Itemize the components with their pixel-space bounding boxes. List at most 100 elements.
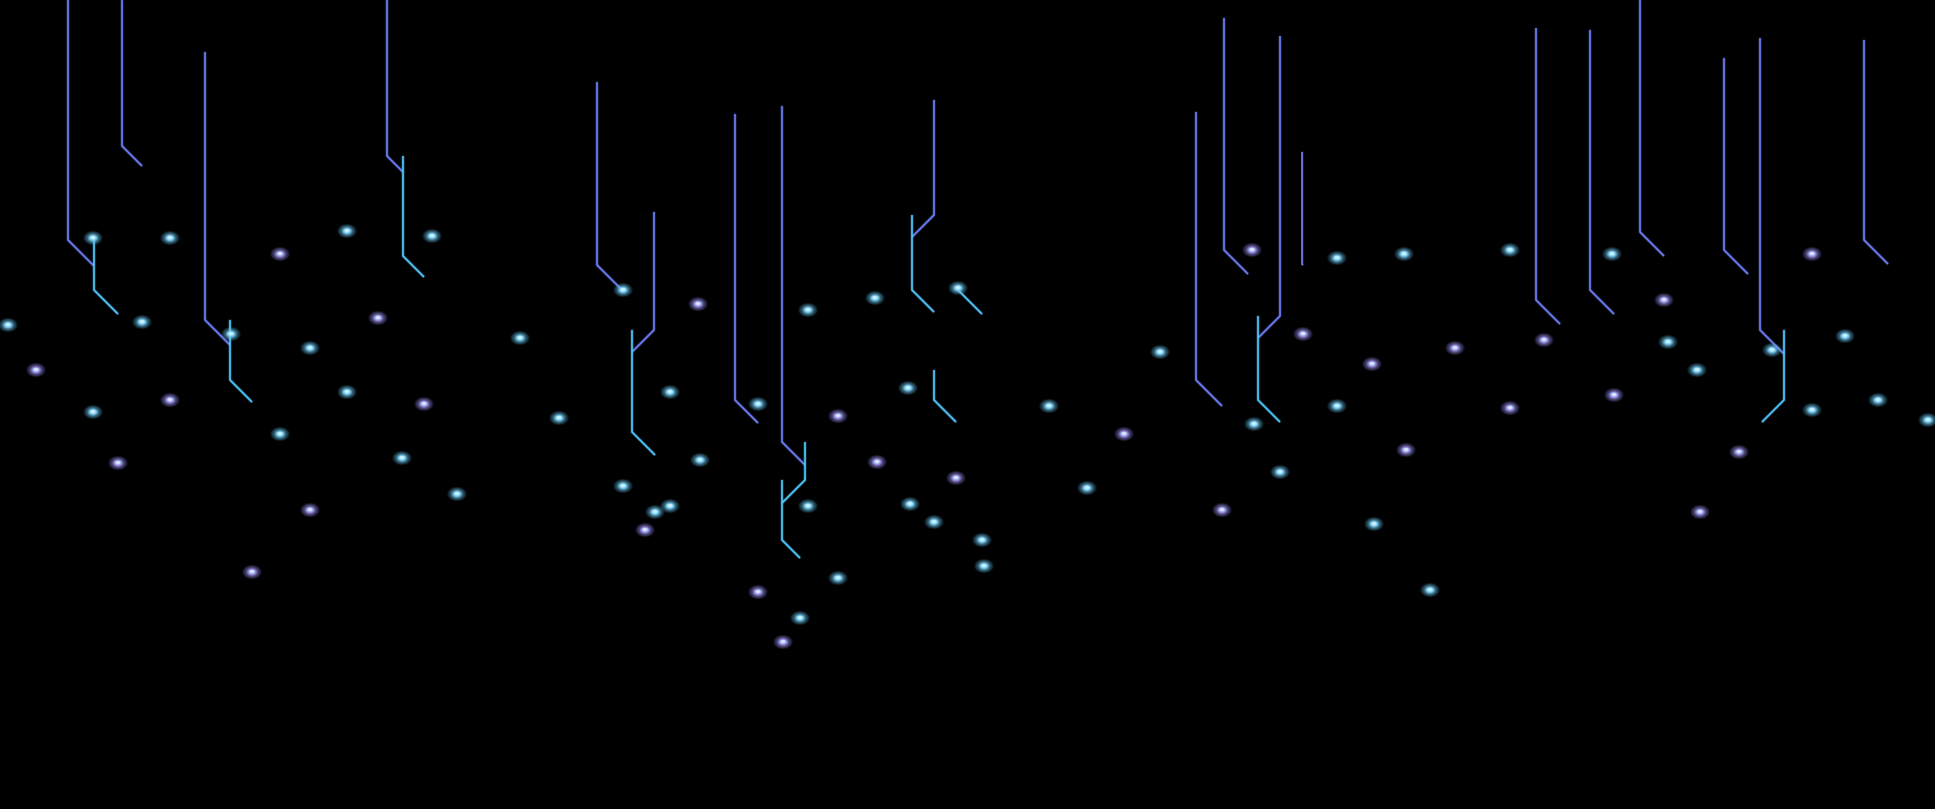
circuit-trace xyxy=(93,240,119,315)
trace-node-core xyxy=(556,415,562,420)
trace-node-core xyxy=(249,569,255,574)
trace-node-core xyxy=(874,459,880,464)
trace-node-core xyxy=(1300,331,1306,336)
trace-node-core xyxy=(307,507,313,512)
circuit-trace xyxy=(386,0,404,173)
trace-node-core xyxy=(1769,347,1775,352)
trace-node-core xyxy=(907,501,913,506)
trace-node-core xyxy=(1251,421,1257,426)
trace-node-core xyxy=(905,385,911,390)
circuit-trace xyxy=(911,215,935,313)
trace-node-core xyxy=(90,235,96,240)
trace-node-core xyxy=(1611,392,1617,397)
trace-node-core xyxy=(277,251,283,256)
trace-node-core xyxy=(805,503,811,508)
trace-node-core xyxy=(1401,251,1407,256)
trace-node-core xyxy=(228,331,234,336)
trace-node-core xyxy=(454,491,460,496)
trace-node-core xyxy=(931,519,937,524)
trace-node-core xyxy=(399,455,405,460)
trace-node-core xyxy=(1219,507,1225,512)
trace-node-core xyxy=(780,639,786,644)
trace-node-core xyxy=(835,413,841,418)
trace-node-core xyxy=(1369,361,1375,366)
trace-node-core xyxy=(642,527,648,532)
trace-node-core xyxy=(1661,297,1667,302)
trace-node-core xyxy=(755,589,761,594)
trace-node-core xyxy=(517,335,523,340)
trace-node-core xyxy=(344,389,350,394)
trace-node-core xyxy=(1046,403,1052,408)
trace-node-core xyxy=(872,295,878,300)
trace-node-core xyxy=(1809,251,1815,256)
trace-node-core xyxy=(835,575,841,580)
trace-node-core xyxy=(5,322,11,327)
trace-node-core xyxy=(344,228,350,233)
circuit-trace xyxy=(121,0,143,167)
trace-node-core xyxy=(1541,337,1547,342)
circuit-trace xyxy=(1863,40,1889,265)
trace-node-core xyxy=(620,483,626,488)
trace-node-core xyxy=(1084,485,1090,490)
circuit-trace xyxy=(933,370,957,423)
circuit-trace xyxy=(67,0,95,267)
trace-node-core xyxy=(421,401,427,406)
trace-node-core xyxy=(167,397,173,402)
trace-node-core xyxy=(953,475,959,480)
trace-node-core xyxy=(90,409,96,414)
trace-node-core xyxy=(1507,247,1513,252)
circuit-trace xyxy=(1257,316,1281,423)
circuit-trace xyxy=(596,82,624,292)
trace-node-core xyxy=(1694,367,1700,372)
circuit-trace xyxy=(1723,58,1749,275)
trace-node-core xyxy=(1371,521,1377,526)
trace-node-core xyxy=(33,367,39,372)
circuit-trace xyxy=(781,106,806,466)
trace-node-core xyxy=(667,389,673,394)
circuit-trace xyxy=(402,156,425,278)
circuit-trace xyxy=(1589,30,1615,315)
trace-node-core xyxy=(1403,447,1409,452)
circuit-trace xyxy=(781,480,801,559)
circuit-trace xyxy=(781,442,806,504)
trace-node-core xyxy=(652,509,658,514)
trace-node-core xyxy=(277,431,283,436)
trace-node-core xyxy=(1609,251,1615,256)
trace-node-core xyxy=(167,235,173,240)
circuit-trace xyxy=(734,114,759,424)
trace-node-core xyxy=(139,319,145,324)
trace-node-core xyxy=(1842,333,1848,338)
trace-node-core xyxy=(1427,587,1433,592)
node-layer xyxy=(0,223,1935,650)
trace-node-core xyxy=(375,315,381,320)
trace-node-core xyxy=(1121,431,1127,436)
trace-node-core xyxy=(667,503,673,508)
trace-node-core xyxy=(1334,403,1340,408)
circuit-trace xyxy=(1639,0,1665,257)
circuit-trace xyxy=(631,330,656,456)
circuit-trace xyxy=(631,212,655,353)
trace-node-core xyxy=(307,345,313,350)
trace-node-core xyxy=(797,615,803,620)
trace-node-core xyxy=(429,233,435,238)
trace-node-core xyxy=(1697,509,1703,514)
trace-node-core xyxy=(115,460,121,465)
trace-node-core xyxy=(1157,349,1163,354)
trace-node-core xyxy=(1277,469,1283,474)
trace-node-core xyxy=(1507,405,1513,410)
trace-node-core xyxy=(695,301,701,306)
trace-node-core xyxy=(755,401,761,406)
circuit-trace xyxy=(1195,112,1223,407)
trace-node-core xyxy=(1925,417,1931,422)
trace-node-core xyxy=(805,307,811,312)
trace-node-core xyxy=(1665,339,1671,344)
trace-node-core xyxy=(979,537,985,542)
trace-node-core xyxy=(697,457,703,462)
trace-node-core xyxy=(1334,255,1340,260)
circuit-trace xyxy=(911,100,935,238)
trace-node-core xyxy=(620,287,626,292)
circuit-trace xyxy=(1535,28,1561,325)
trace-node-core xyxy=(1249,247,1255,252)
